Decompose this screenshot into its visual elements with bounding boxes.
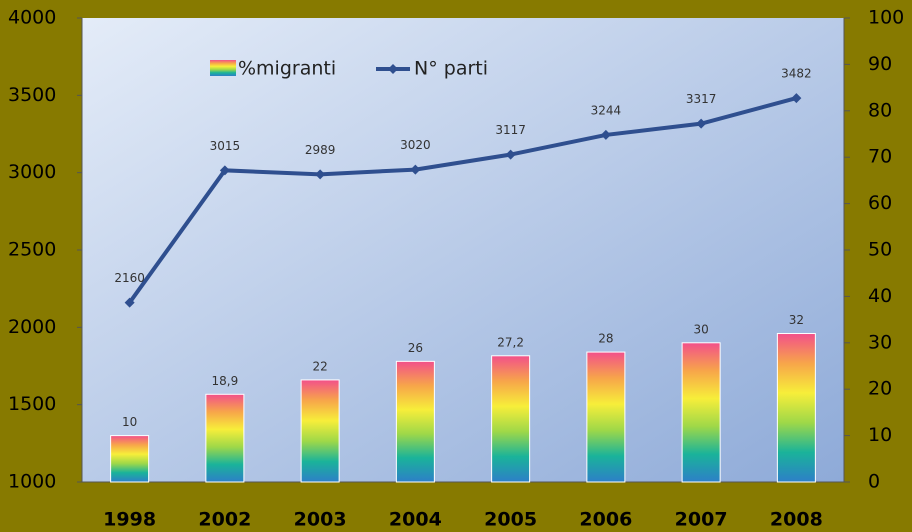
x-tick-label: 2003 [294, 509, 347, 531]
bar [300, 379, 340, 483]
bar-value-label: 32 [789, 313, 804, 327]
line-marker [219, 165, 230, 176]
line-value-label: 3482 [781, 67, 812, 81]
y2-tick-label: 30 [868, 331, 892, 353]
line-value-label: 3020 [400, 138, 431, 152]
x-tick-label: 1998 [103, 509, 156, 531]
bar-value-label: 28 [598, 332, 613, 346]
line-marker [505, 149, 516, 160]
y-tick-label: 3000 [8, 161, 56, 183]
plot-area [82, 18, 844, 482]
y2-tick-label: 90 [868, 53, 892, 75]
y-tick-label: 3500 [8, 84, 56, 106]
line-marker [124, 297, 135, 308]
bar [776, 333, 816, 483]
line-marker [315, 169, 326, 180]
y-tick-label: 4000 [8, 7, 56, 29]
y-tick-label: 1000 [8, 471, 56, 493]
line-value-label: 3015 [210, 139, 241, 153]
bar-value-label: 22 [312, 359, 327, 373]
y-tick-label: 1500 [8, 393, 56, 415]
legend-label: %migranti [238, 58, 336, 80]
x-tick-label: 2008 [770, 509, 823, 531]
line-marker [696, 118, 707, 129]
x-tick-label: 2007 [675, 509, 728, 531]
y2-tick-label: 40 [868, 285, 892, 307]
y-tick-label: 2500 [8, 239, 56, 261]
legend-label: N° parti [414, 58, 488, 80]
y2-tick-label: 20 [868, 378, 892, 400]
bar [491, 355, 531, 483]
line-marker [600, 129, 611, 140]
line-marker [791, 93, 802, 104]
bar [395, 360, 435, 483]
bar-value-label: 10 [122, 415, 137, 429]
y2-tick-label: 100 [868, 7, 904, 29]
line-value-label: 3244 [591, 103, 622, 117]
bar [586, 351, 626, 483]
bar [110, 435, 150, 483]
legend-marker [388, 64, 398, 74]
line-value-label: 2160 [114, 271, 145, 285]
x-tick-label: 2006 [579, 509, 632, 531]
x-tick-label: 2004 [389, 509, 442, 531]
y2-tick-label: 80 [868, 99, 892, 121]
bar [205, 393, 245, 483]
bar-value-label: 27,2 [497, 335, 524, 349]
y2-tick-label: 50 [868, 239, 892, 261]
line [128, 96, 797, 304]
bar-value-label: 30 [693, 322, 708, 336]
legend-swatch [210, 60, 236, 76]
x-tick-label: 2002 [198, 509, 251, 531]
y-tick-label: 2000 [8, 316, 56, 338]
x-tick-label: 2005 [484, 509, 537, 531]
line-value-label: 3317 [686, 92, 717, 106]
bar [681, 342, 721, 483]
y2-tick-label: 70 [868, 146, 892, 168]
y2-tick-label: 60 [868, 192, 892, 214]
line-value-label: 3117 [495, 123, 526, 137]
y2-tick-label: 10 [868, 424, 892, 446]
bar-value-label: 26 [408, 341, 423, 355]
bar-value-label: 18,9 [212, 374, 239, 388]
line-value-label: 2989 [305, 143, 336, 157]
line-marker [410, 164, 421, 175]
y2-tick-label: 0 [868, 471, 880, 493]
